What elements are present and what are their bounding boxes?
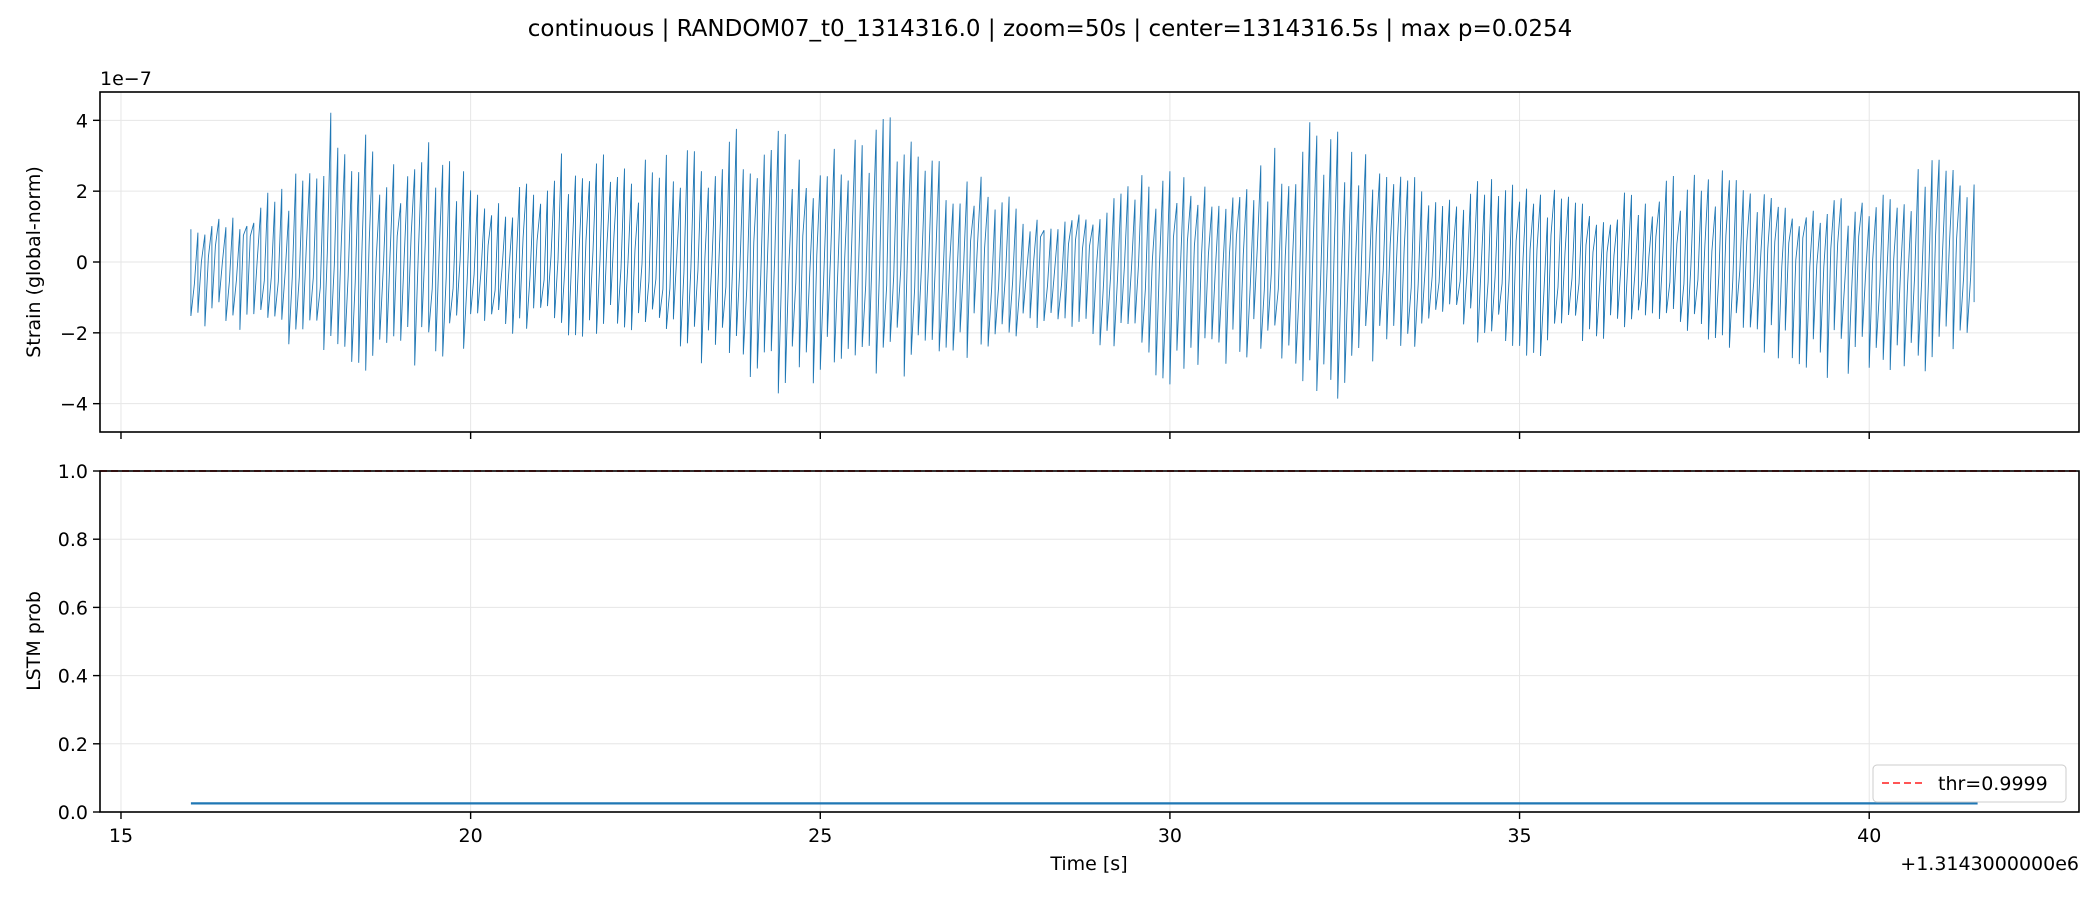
x-tick-label: 15 [109,825,133,847]
probability-y-tick-label: 0.6 [58,597,88,619]
probability-x-ticks: 15 20 25 30 35 40 [109,812,1881,847]
probability-y-tick-label: 0.0 [58,802,88,824]
probability-y-tick-label: 0.4 [58,666,88,688]
strain-y-tick-label: −2 [60,323,88,345]
x-axis-label: Time [s] [1049,853,1127,875]
probability-y-tick-label: 0.2 [58,734,88,756]
x-tick-label: 40 [1857,825,1881,847]
probability-axes-frame [99,470,2080,813]
x-tick-label: 20 [459,825,483,847]
probability-series [100,470,2079,805]
strain-y-tick-label: −4 [60,394,88,416]
probability-y-ticks: 0.0 0.2 0.4 0.6 0.8 1.0 [58,461,100,824]
strain-panel: −4 −2 0 2 4 1e−7 Strain (global-norm) [23,68,2080,439]
probability-y-tick-label: 0.8 [58,529,88,551]
probability-y-tick-label: 1.0 [58,461,88,483]
strain-y-tick-label: 0 [76,252,88,274]
legend-label-threshold: thr=0.9999 [1938,773,2048,795]
strain-y-tick-label: 2 [76,181,88,203]
x-tick-label: 25 [808,825,832,847]
strain-y-ticks: −4 −2 0 2 4 [60,110,100,416]
x-tick-label: 35 [1507,825,1531,847]
x-tick-label: 30 [1158,825,1182,847]
x-offset-label: +1.3143000000e6 [1900,853,2079,875]
strain-x-ticks [120,432,1870,439]
legend-box [1872,764,2067,803]
figure-title: continuous | RANDOM07_t0_1314316.0 | zoo… [528,16,1572,42]
strain-series-line [190,112,1975,399]
probability-y-axis-label: LSTM prob [23,591,45,691]
strain-series [190,112,1975,399]
strain-y-tick-label: 4 [76,110,88,132]
legend: thr=0.9999 [1872,764,2067,803]
probability-grid [100,470,2079,813]
strain-y-multiplier: 1e−7 [100,68,152,90]
strain-y-axis-label: Strain (global-norm) [23,166,45,358]
probability-panel: 0.0 0.2 0.4 0.6 0.8 1.0 15 20 25 30 35 40 LSTM pro… [23,461,2080,875]
